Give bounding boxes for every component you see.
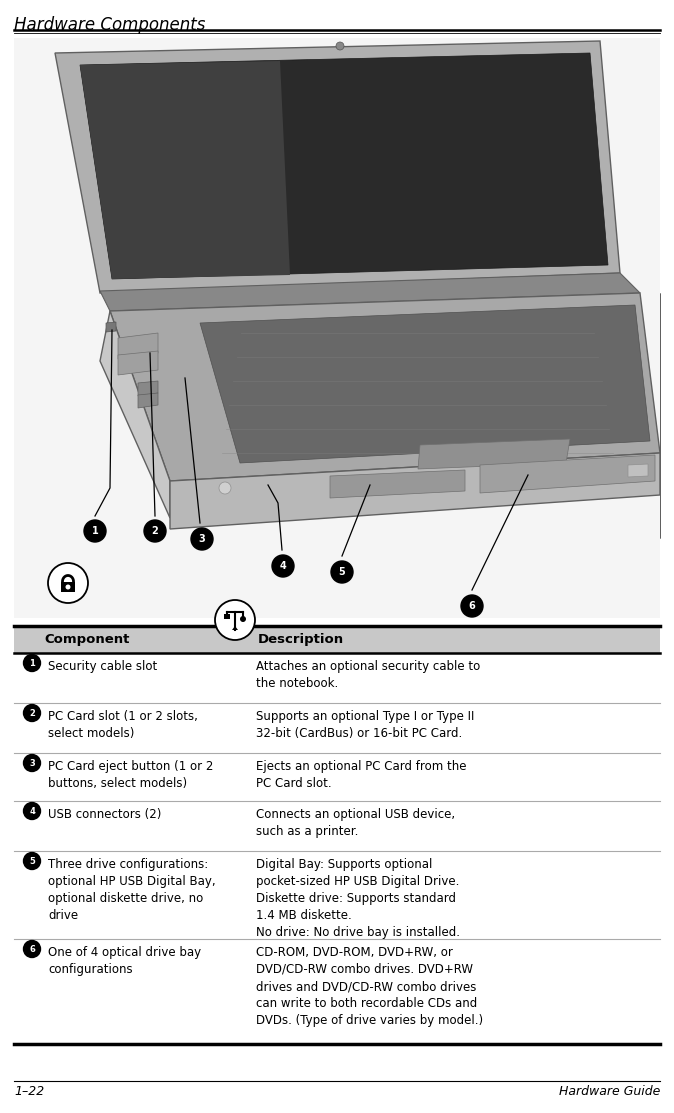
Text: 4: 4 <box>280 561 286 571</box>
Circle shape <box>24 654 40 671</box>
Circle shape <box>24 705 40 721</box>
Circle shape <box>461 595 483 617</box>
Text: Supports an optional Type I or Type II
32-bit (CardBus) or 16-bit PC Card.: Supports an optional Type I or Type II 3… <box>256 710 474 740</box>
Text: Ejects an optional PC Card from the
PC Card slot.: Ejects an optional PC Card from the PC C… <box>256 760 466 790</box>
Polygon shape <box>118 333 158 359</box>
Polygon shape <box>80 61 290 279</box>
Polygon shape <box>200 305 650 463</box>
Circle shape <box>331 561 353 583</box>
FancyBboxPatch shape <box>61 582 75 592</box>
Text: Hardware Components: Hardware Components <box>14 16 206 35</box>
Text: Attaches an optional security cable to
the notebook.: Attaches an optional security cable to t… <box>256 660 481 690</box>
Text: 2: 2 <box>29 709 35 718</box>
Polygon shape <box>232 626 238 630</box>
Text: Connects an optional USB device,
such as a printer.: Connects an optional USB device, such as… <box>256 808 455 838</box>
Circle shape <box>65 584 71 590</box>
Text: 1–22: 1–22 <box>14 1085 44 1099</box>
Text: Component: Component <box>44 633 129 646</box>
Polygon shape <box>110 293 660 481</box>
Text: 3: 3 <box>29 758 35 768</box>
Circle shape <box>24 853 40 869</box>
Text: CD-ROM, DVD-ROM, DVD+RW, or
DVD/CD-RW combo drives. DVD+RW
drives and DVD/CD-RW : CD-ROM, DVD-ROM, DVD+RW, or DVD/CD-RW co… <box>256 946 483 1027</box>
Text: 1: 1 <box>92 526 98 536</box>
Polygon shape <box>55 41 620 293</box>
Text: Description: Description <box>258 633 344 646</box>
Text: 5: 5 <box>29 857 35 866</box>
Text: Hardware Guide: Hardware Guide <box>559 1085 660 1099</box>
Circle shape <box>215 600 255 640</box>
Bar <box>14 38 660 618</box>
Polygon shape <box>330 470 465 498</box>
Text: USB connectors (2): USB connectors (2) <box>48 808 161 821</box>
Circle shape <box>219 482 231 494</box>
Circle shape <box>191 528 213 550</box>
Circle shape <box>144 520 166 542</box>
Text: PC Card slot (1 or 2 slots,
select models): PC Card slot (1 or 2 slots, select model… <box>48 710 198 740</box>
Text: 3: 3 <box>199 534 206 544</box>
Text: PC Card eject button (1 or 2
buttons, select models): PC Card eject button (1 or 2 buttons, se… <box>48 760 214 790</box>
Polygon shape <box>418 439 570 469</box>
Circle shape <box>24 755 40 771</box>
Text: Three drive configurations:
optional HP USB Digital Bay,
optional diskette drive: Three drive configurations: optional HP … <box>48 858 216 922</box>
Circle shape <box>240 615 246 622</box>
Polygon shape <box>138 381 158 396</box>
Text: 4: 4 <box>29 807 35 816</box>
Circle shape <box>272 555 294 577</box>
Bar <box>14 626 660 653</box>
Text: 2: 2 <box>152 526 158 536</box>
Circle shape <box>336 42 344 50</box>
Polygon shape <box>106 322 116 332</box>
Text: 6: 6 <box>29 945 35 954</box>
Circle shape <box>24 940 40 957</box>
Circle shape <box>24 802 40 819</box>
Polygon shape <box>118 351 158 375</box>
Text: 6: 6 <box>468 601 475 611</box>
Polygon shape <box>480 455 655 493</box>
Text: One of 4 optical drive bay
configurations: One of 4 optical drive bay configuration… <box>48 946 201 976</box>
Text: 5: 5 <box>338 567 345 577</box>
Circle shape <box>48 563 88 603</box>
Polygon shape <box>80 53 608 279</box>
Bar <box>224 614 230 619</box>
Circle shape <box>84 520 106 542</box>
Text: Security cable slot: Security cable slot <box>48 660 157 673</box>
Polygon shape <box>170 453 660 529</box>
Polygon shape <box>100 273 640 311</box>
Polygon shape <box>628 464 648 477</box>
Polygon shape <box>100 311 170 518</box>
Polygon shape <box>138 393 158 408</box>
Text: 1: 1 <box>29 659 35 668</box>
Text: Digital Bay: Supports optional
pocket-sized HP USB Digital Drive.
Diskette drive: Digital Bay: Supports optional pocket-si… <box>256 858 460 939</box>
